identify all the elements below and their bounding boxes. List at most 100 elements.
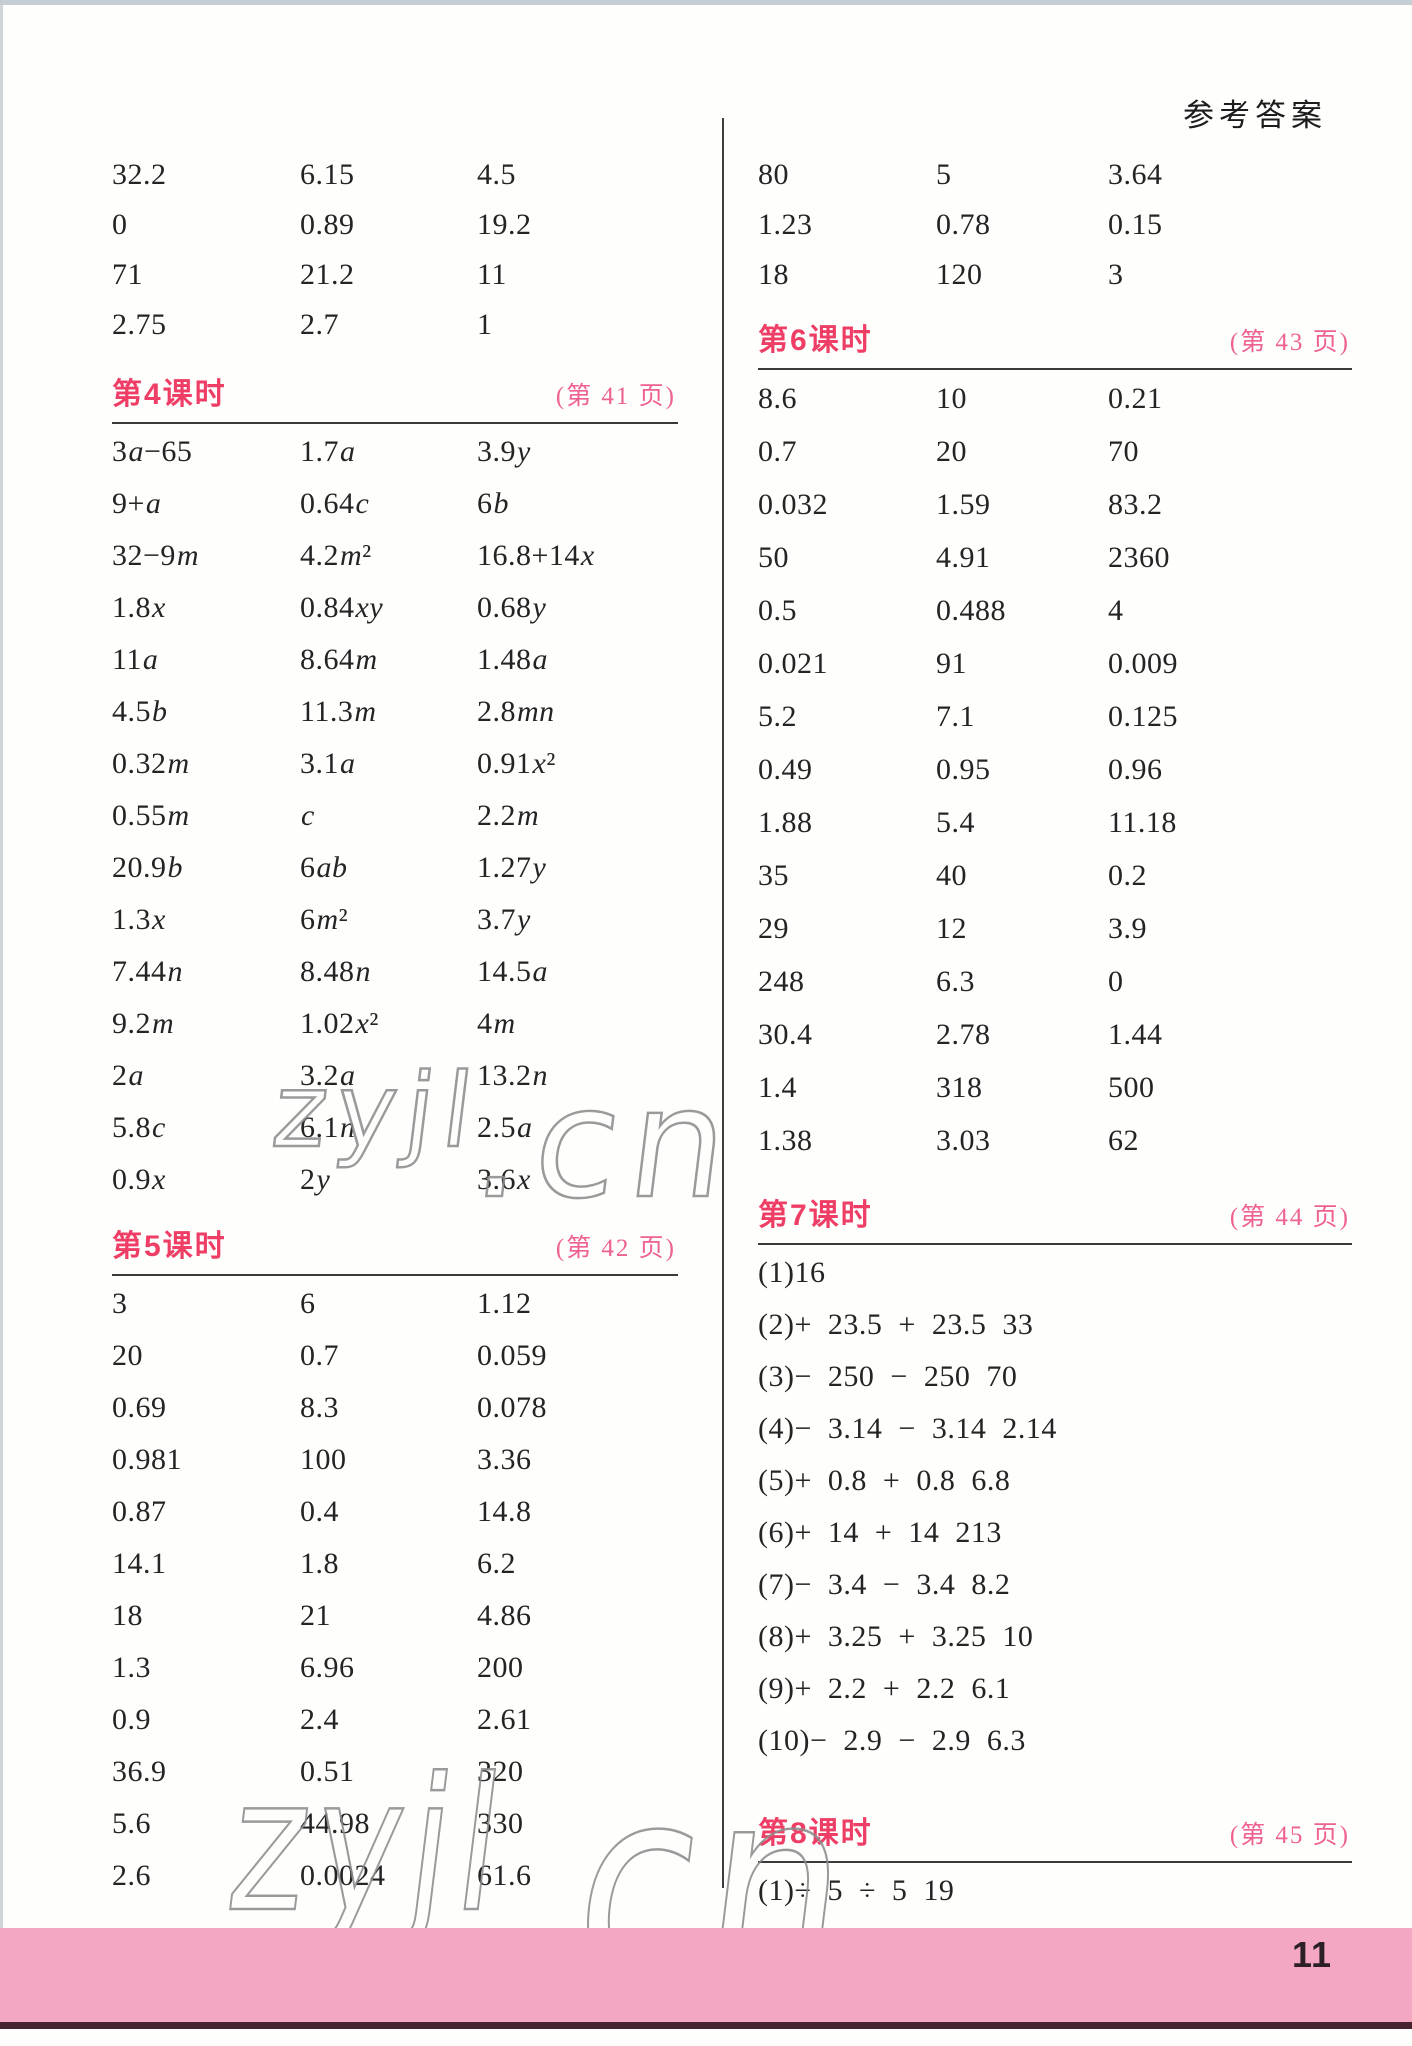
- answer-value: (2)+ 23.5 + 23.5 33: [758, 1308, 1034, 1341]
- answer-value: 0.64c: [300, 487, 370, 520]
- answer-value: 12: [936, 911, 967, 945]
- answer-value: 2.4: [300, 1703, 339, 1736]
- answer-value: 0.51: [300, 1755, 355, 1788]
- answer-value: 18: [758, 258, 789, 291]
- answer-value: 2.61: [477, 1703, 532, 1736]
- answer-value: 19.2: [477, 208, 532, 241]
- section-page-ref: (第 45 页): [1229, 1822, 1350, 1849]
- answer-value: 1.8: [300, 1547, 339, 1580]
- answer-value: 1.48a: [477, 643, 548, 676]
- answer-value: 0.7: [300, 1339, 339, 1372]
- answer-row: 11a 8.64m 1.48a: [112, 634, 678, 686]
- answer-value: 18: [112, 1599, 143, 1632]
- lesson-section: 第7课时 (第 44 页) (1)16 (2)+ 23.5 + 23.5 33 (3)−…: [758, 1189, 1352, 1767]
- answer-value: (1)÷ 5 ÷ 5 19: [758, 1874, 955, 1907]
- answer-value: 4m: [477, 1007, 516, 1040]
- section-body: 3a−65 1.7a 3.9y 9+a 0.64c 6b 32−9m 4.2m² 16.8+14…: [112, 424, 678, 1206]
- answer-row: 5.6 44.98 330: [112, 1798, 678, 1850]
- answer-value: 2.2m: [477, 799, 540, 832]
- answer-row: 0.69 8.3 0.078: [112, 1382, 678, 1434]
- answer-value: (8)+ 3.25 + 3.25 10: [758, 1620, 1034, 1653]
- answer-value: 5.8c: [112, 1111, 166, 1144]
- answer-row: 0 0.89 19.2: [112, 200, 678, 250]
- answer-value: 3.9: [1108, 911, 1147, 945]
- answer-row: (5)+ 0.8 + 0.8 6.8: [758, 1455, 1352, 1507]
- answer-value: 0: [1108, 964, 1124, 998]
- answer-value: 40: [936, 858, 967, 892]
- answer-value: 0.5: [758, 593, 797, 627]
- answer-value: 3.03: [936, 1123, 991, 1157]
- section-header: 第6课时 (第 43 页): [758, 314, 1352, 370]
- answer-value: 3.7y: [477, 903, 531, 936]
- answer-row: 1.4 318 500: [758, 1061, 1352, 1114]
- answer-value: (7)− 3.4 − 3.4 8.2: [758, 1568, 1011, 1601]
- answer-value: 3.36: [477, 1443, 532, 1476]
- answer-value: 2.5a: [477, 1111, 533, 1144]
- answer-value: 6ab: [300, 851, 348, 884]
- page-title: 参考答案: [1183, 98, 1327, 133]
- answer-value: 2.6: [112, 1859, 151, 1892]
- lesson-section: 第6课时 (第 43 页) 8.6 10 0.21 0.7 20 70 0.032 1.59 83.…: [758, 314, 1352, 1167]
- answer-row: (6)+ 14 + 14 213: [758, 1507, 1352, 1559]
- scan-edge-left: [0, 0, 3, 2029]
- answer-value: 91: [936, 646, 967, 680]
- answer-value: 0: [112, 208, 128, 241]
- answer-value: 1.7a: [300, 435, 356, 468]
- answer-value: 4.91: [936, 540, 991, 574]
- answer-row: 9+a 0.64c 6b: [112, 478, 678, 530]
- answer-value: 5.4: [936, 805, 975, 839]
- lesson-section: 第5课时 (第 42 页) 3 6 1.12 20 0.7 0.059 0.69 8.3 0.078…: [112, 1220, 678, 1902]
- section-header: 第5课时 (第 42 页): [112, 1220, 678, 1276]
- answer-row: 0.87 0.4 14.8: [112, 1486, 678, 1538]
- answer-row: (8)+ 3.25 + 3.25 10: [758, 1611, 1352, 1663]
- answer-value: 32−9m: [112, 539, 200, 572]
- answer-value: (3)− 250 − 250 70: [758, 1360, 1018, 1393]
- answer-value: 3a−65: [112, 435, 193, 468]
- answer-row: (9)+ 2.2 + 2.2 6.1: [758, 1663, 1352, 1715]
- answer-value: (9)+ 2.2 + 2.2 6.1: [758, 1672, 1011, 1705]
- answer-value: 35: [758, 858, 789, 892]
- answer-value: 0.32m: [112, 747, 190, 780]
- answer-value: 9+a: [112, 487, 162, 520]
- answer-value: 0.49: [758, 752, 813, 786]
- answer-value: 8.64m: [300, 643, 378, 676]
- answer-value: 4: [1108, 593, 1124, 627]
- answer-row: 2.75 2.7 1: [112, 300, 678, 350]
- answer-row: (1)÷ 5 ÷ 5 19: [758, 1865, 1352, 1917]
- answer-value: 0.009: [1108, 646, 1178, 680]
- answer-value: 0.021: [758, 646, 828, 680]
- answer-value: 1.8x: [112, 591, 166, 624]
- answer-value: 2360: [1108, 540, 1170, 574]
- answer-row: 0.021 91 0.009: [758, 637, 1352, 690]
- answer-row: 71 21.2 11: [112, 250, 678, 300]
- answer-value: 2.78: [936, 1017, 991, 1051]
- answer-value: 0.87: [112, 1495, 167, 1528]
- answer-row: (10)− 2.9 − 2.9 6.3: [758, 1715, 1352, 1767]
- section-title: 第6课时: [758, 324, 873, 357]
- answer-value: 7.1: [936, 699, 975, 733]
- answer-value: 14.5a: [477, 955, 548, 988]
- answer-value: 0.68y: [477, 591, 547, 624]
- answer-value: 200: [477, 1651, 524, 1684]
- answer-row: 32.2 6.15 4.5: [112, 150, 678, 200]
- answer-value: 6.96: [300, 1651, 355, 1684]
- answer-value: 4.86: [477, 1599, 532, 1632]
- answer-value: 1.3x: [112, 903, 166, 936]
- section-title: 第8课时: [758, 1817, 873, 1850]
- answer-value: 1.27y: [477, 851, 547, 884]
- answer-value: 3: [1108, 258, 1124, 291]
- answer-value: 14.1: [112, 1547, 167, 1580]
- answer-value: 4.2m²: [300, 539, 372, 572]
- answer-row: 1.8x 0.84xy 0.68y: [112, 582, 678, 634]
- answer-value: 29: [758, 911, 789, 945]
- answer-row: (1)16: [758, 1247, 1352, 1299]
- answer-row: 0.5 0.488 4: [758, 584, 1352, 637]
- answer-value: 30.4: [758, 1017, 813, 1051]
- answer-value: 1.44: [1108, 1017, 1163, 1051]
- answer-row: 5.8c 6.1n 2.5a: [112, 1102, 678, 1154]
- answer-value: (1)16: [758, 1256, 826, 1289]
- answer-value: 1: [477, 308, 493, 341]
- answer-value: 6b: [477, 487, 509, 520]
- answer-value: 1.88: [758, 805, 813, 839]
- answer-row: 14.1 1.8 6.2: [112, 1538, 678, 1590]
